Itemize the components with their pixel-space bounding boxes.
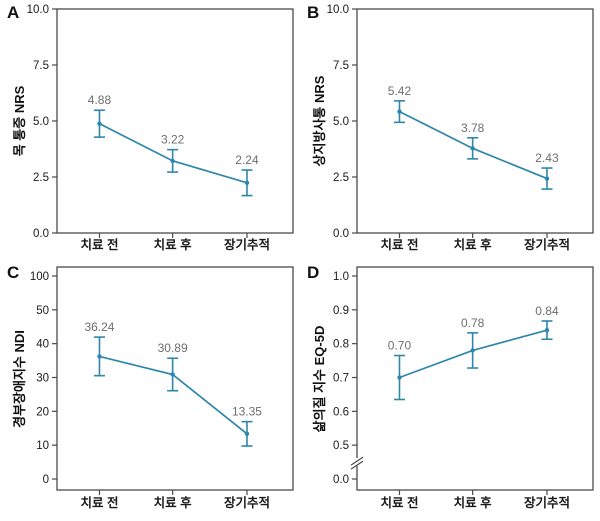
- y-tick-label: 0.8: [333, 339, 349, 351]
- panel-a-plot: 0.0 2.5 5.0 7.5 10.0 치료 전 치료 후 장기추적 4.88 3.22 2.24: [27, 4, 294, 252]
- value-label: 2.43: [535, 151, 559, 165]
- value-label: 4.88: [88, 93, 112, 107]
- panel-a: A 목 통증 NRS 0.0 2.5 5.0 7.5 10.0 치료 전 치료 후 장기추적 4…: [0, 0, 300, 260]
- value-label: 3.22: [161, 133, 185, 147]
- value-label: 36.24: [84, 320, 114, 334]
- x-tick-label: 장기추적: [524, 495, 570, 510]
- plot-border: [356, 266, 594, 491]
- y-tick-label: 2.5: [33, 172, 49, 184]
- data-point: [170, 372, 175, 377]
- data-point: [170, 158, 175, 164]
- x-tick-label: 치료 후: [154, 495, 192, 510]
- data-point: [244, 180, 250, 186]
- y-tick-label: 20: [36, 406, 49, 418]
- panel-b: B 상지방사통 NRS 0.0 2.5 5.0 7.5 10.0 치료 전 치료 후 장기추적…: [300, 0, 600, 260]
- panel-b-letter: B: [307, 3, 320, 22]
- plot-border: [56, 266, 294, 491]
- y-tick-label: 100: [30, 271, 49, 283]
- axis-break-icon: [350, 456, 364, 466]
- y-tick-label: 5.0: [333, 116, 349, 128]
- panel-a-letter: A: [7, 3, 20, 22]
- value-label: 2.24: [235, 153, 259, 167]
- y-tick-label: 0.9: [333, 305, 349, 317]
- value-label: 0.78: [461, 316, 485, 330]
- axis-break-gap: [355, 458, 359, 467]
- panel-c-letter: C: [7, 263, 20, 282]
- data-point: [544, 176, 550, 181]
- y-tick-label: 10.0: [327, 4, 349, 16]
- data-point: [470, 146, 475, 151]
- plot-border: [56, 8, 294, 234]
- x-tick-label: 치료 전: [380, 237, 418, 252]
- x-tick-label: 장기추적: [224, 495, 270, 510]
- y-tick-label: 10: [36, 440, 49, 452]
- x-tick-label: 치료 전: [80, 495, 118, 510]
- value-label: 30.89: [158, 341, 188, 355]
- data-point: [544, 327, 550, 333]
- y-tick-label: 0.7: [333, 373, 349, 385]
- data-point: [97, 354, 102, 359]
- y-tick-label: 5.0: [33, 116, 49, 128]
- y-tick-label: 40: [36, 339, 49, 351]
- y-tick-label: 10.0: [27, 4, 49, 16]
- data-point: [97, 121, 102, 126]
- value-label: 13.35: [232, 405, 262, 419]
- x-tick-label: 치료 후: [154, 237, 192, 252]
- x-tick-label: 치료 전: [380, 495, 418, 510]
- x-tick-label: 치료 전: [80, 237, 118, 252]
- y-tick-label: 0.6: [333, 406, 349, 418]
- y-tick-label: 0: [43, 474, 49, 486]
- y-tick-label: 0.5: [333, 440, 349, 452]
- panel-d-plot: 0.0 0.5 0.6 0.7 0.8 0.9 1.0 치료 전 치료 후 장기추적 0.70 0.7…: [333, 266, 594, 510]
- value-label: 0.70: [388, 339, 412, 353]
- panel-c-plot: 0 10 20 30 40 50 100 치료 전 치료 후 장기추적 36.24 30.89 13.3…: [30, 266, 294, 510]
- y-tick-label: 50: [36, 305, 49, 317]
- y-tick-label: 7.5: [33, 60, 49, 72]
- panel-d-letter: D: [307, 263, 320, 282]
- x-tick-label: 치료 후: [454, 495, 492, 510]
- y-tick-label: 0.0: [333, 228, 349, 240]
- y-tick-label: 30: [36, 373, 49, 385]
- value-label: 3.78: [461, 121, 485, 135]
- y-tick-label: 1.0: [333, 271, 349, 283]
- x-tick-label: 장기추적: [224, 237, 270, 252]
- y-tick-label: 0.0: [33, 228, 49, 240]
- data-point: [470, 348, 475, 353]
- data-point: [244, 431, 250, 437]
- x-tick-label: 치료 후: [454, 237, 492, 252]
- data-point: [397, 375, 402, 380]
- panel-d: D 삶의질 지수 EQ-5D 0.0 0.5 0.6 0.7 0.8 0.9 1.0 치료 전…: [300, 260, 600, 521]
- panel-c: C 경부장애지수 NDI 0 10 20 30 40 50 100 치료 전 치료 후 장기추적 3…: [0, 260, 300, 521]
- axis-break-icon: [350, 460, 364, 470]
- value-label: 5.42: [388, 84, 412, 98]
- panel-b-plot: 0.0 2.5 5.0 7.5 10.0 치료 전 치료 후 장기추적 5.42 3.78 2.43: [327, 4, 594, 252]
- y-tick-label: 7.5: [333, 60, 349, 72]
- data-point: [397, 109, 402, 114]
- value-label: 0.84: [535, 304, 559, 318]
- x-tick-label: 장기추적: [524, 237, 570, 252]
- y-tick-label: 2.5: [333, 172, 349, 184]
- y-tick-label: 0.0: [333, 474, 349, 486]
